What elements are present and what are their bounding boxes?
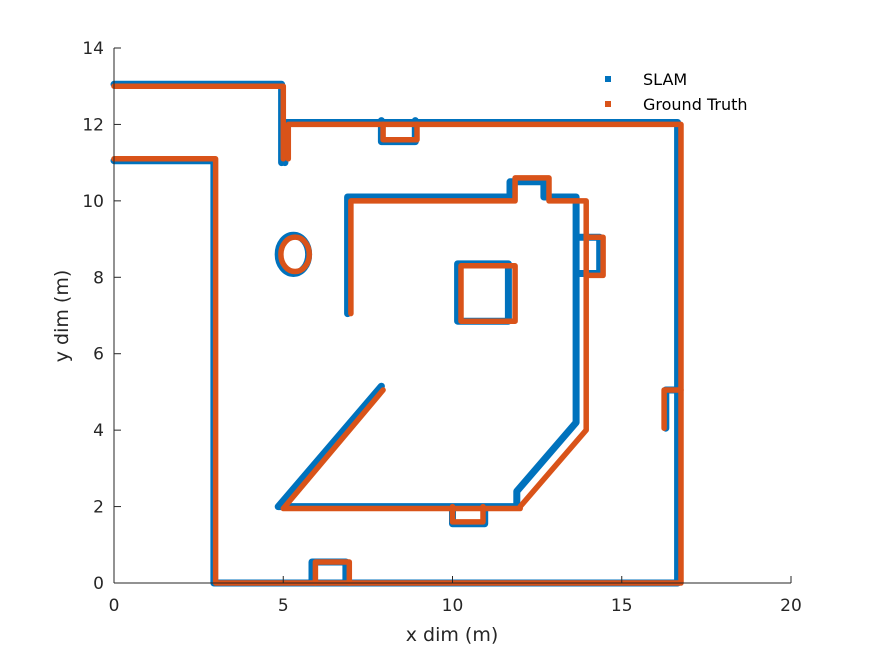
y-tick-label: 12 [82,115,104,135]
series-path [380,121,420,143]
y-axis-label: y dim (m) [51,270,73,363]
series-path [312,559,353,586]
axes: 0 5 10 15 20 0 2 4 6 8 10 12 14 [82,39,801,616]
legend-marker [605,76,611,82]
series-path [111,83,287,162]
x-tick-label: 20 [780,596,802,616]
y-tick-label: 10 [82,192,104,212]
series-ellipse [278,234,313,275]
series-path [458,263,518,324]
x-axis-label: x dim (m) [406,624,499,646]
x-tick-label: 5 [278,596,289,616]
series-path [661,387,684,431]
series-path [583,234,606,279]
legend-label: Ground Truth [643,95,748,114]
y-tick-label: 4 [93,421,104,441]
legend: SLAM Ground Truth [605,70,748,114]
y-tick-label: 8 [93,268,104,288]
x-tick-label: 10 [442,596,464,616]
legend-marker [605,101,611,107]
x-tick-label: 15 [611,596,633,616]
y-tick-label: 2 [93,498,104,518]
legend-label: SLAM [643,70,687,89]
x-tick-label: 0 [109,596,120,616]
y-tick-label: 6 [93,345,104,365]
series-path [449,503,486,525]
y-tick-label: 0 [93,574,104,594]
y-tick-label: 14 [82,39,104,59]
